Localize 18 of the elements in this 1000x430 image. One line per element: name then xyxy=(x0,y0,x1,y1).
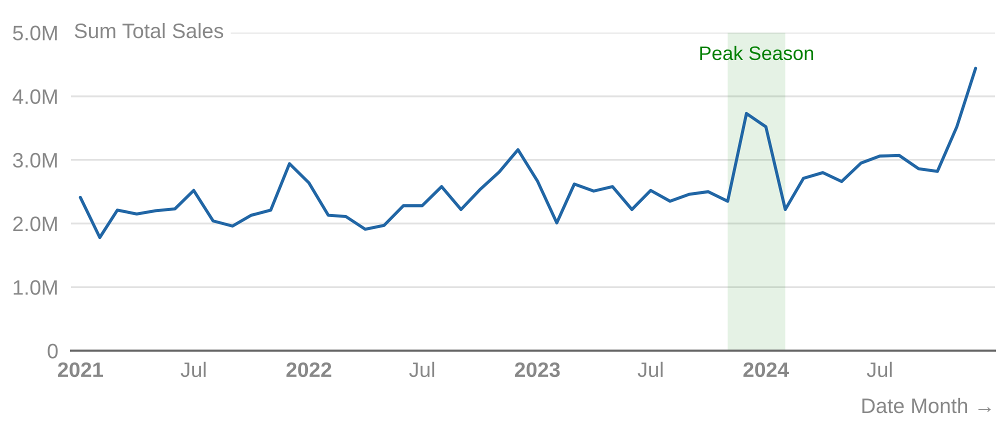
x-tick-label: Jul xyxy=(180,362,206,378)
y-tick-label: 4.0M xyxy=(12,89,57,104)
x-tick-label: 2021 xyxy=(58,362,103,378)
y-axis-title: Sum Total Sales xyxy=(74,22,224,38)
y-tick-label: 5.0M xyxy=(13,26,57,40)
x-tick-label: Jul xyxy=(866,362,892,378)
x-tick-label: 2022 xyxy=(286,362,332,378)
x-tick-label: Jul xyxy=(638,362,663,378)
line-series xyxy=(78,66,978,240)
x-axis-title: Date Month → xyxy=(862,398,991,414)
y-tick-label: 3.0M xyxy=(12,152,57,168)
x-tick-label: 2024 xyxy=(743,362,789,378)
x-tick-label: 2023 xyxy=(514,362,560,378)
band-label: Peak Season xyxy=(700,46,814,60)
y-tick-label: 2.0M xyxy=(13,216,57,232)
y-tick-label: 1.0M xyxy=(14,280,57,295)
y-tick-label: 0 xyxy=(48,344,58,358)
x-tick-label: Jul xyxy=(409,362,434,378)
